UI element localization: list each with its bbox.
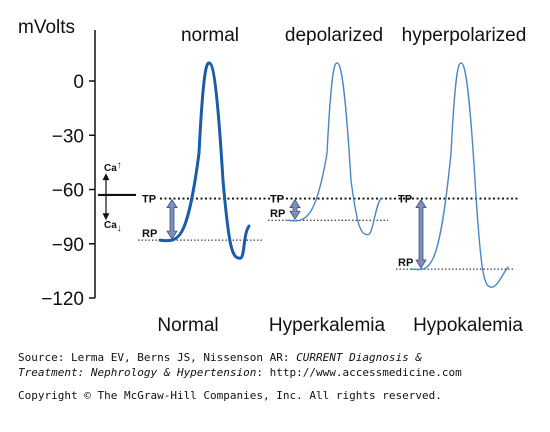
- calcium-up-label: Ca↑: [104, 160, 122, 174]
- gap-arrow-hypokalemia: [415, 198, 427, 269]
- action-potential-figure: mVolts 0 −30 −60 −90 −120 normal depolarized…: [18, 17, 527, 336]
- source-credit: Source: Lerma EV, Berns JS, Nissenson AR…: [18, 350, 462, 380]
- tp-label-hyperkalemia: TP: [270, 194, 284, 206]
- trace-hypokalemia: [411, 62, 509, 288]
- rp-label-hypokalemia: RP: [398, 257, 413, 269]
- heading-depolarized: depolarized: [285, 25, 383, 46]
- trace-hyperkalemia: [285, 62, 382, 236]
- source-prefix: Source: Lerma EV, Berns JS, Nissenson AR…: [18, 351, 297, 364]
- trace-normal: [158, 61, 251, 260]
- calcium-down-label: Ca↓: [104, 220, 122, 234]
- y-tick-label-4: −120: [41, 289, 84, 310]
- y-tick-label-3: −90: [52, 235, 84, 256]
- source-suffix: : http://www.accessmedicine.com: [256, 366, 462, 379]
- rp-label-hyperkalemia: RP: [270, 208, 285, 220]
- y-tick-label-1: −30: [52, 126, 84, 147]
- gap-arrow-hyperkalemia: [289, 198, 301, 220]
- rp-label-normal: RP: [142, 228, 157, 240]
- tp-label-hypokalemia: TP: [398, 194, 412, 206]
- y-axis-ticks: 0 −30 −60 −90 −120: [41, 72, 95, 310]
- calcium-indicator: ▲ ▼ Ca↑ Ca↓: [98, 160, 136, 234]
- condition-normal: Normal: [157, 315, 218, 336]
- heading-hyperpolarized: hyperpolarized: [402, 25, 527, 46]
- copyright-notice: Copyright © The McGraw-Hill Companies, I…: [18, 389, 442, 402]
- y-tick-label-2: −60: [52, 181, 84, 202]
- heading-normal: normal: [181, 25, 239, 46]
- calcium-down-arrowhead: ▼: [103, 212, 110, 222]
- calcium-up-arrowhead: ▲: [103, 172, 110, 182]
- condition-hyperkalemia: Hyperkalemia: [269, 315, 386, 336]
- source-title-line2: Treatment: Nephrology & Hypertension: [18, 366, 257, 379]
- tp-label-normal: TP: [142, 194, 156, 206]
- y-tick-label-0: 0: [73, 72, 84, 93]
- y-axis-unit: mVolts: [18, 17, 75, 38]
- source-title-line1: CURRENT Diagnosis &: [296, 351, 422, 364]
- condition-hypokalemia: Hypokalemia: [413, 315, 523, 336]
- gap-arrow-normal: [166, 198, 178, 240]
